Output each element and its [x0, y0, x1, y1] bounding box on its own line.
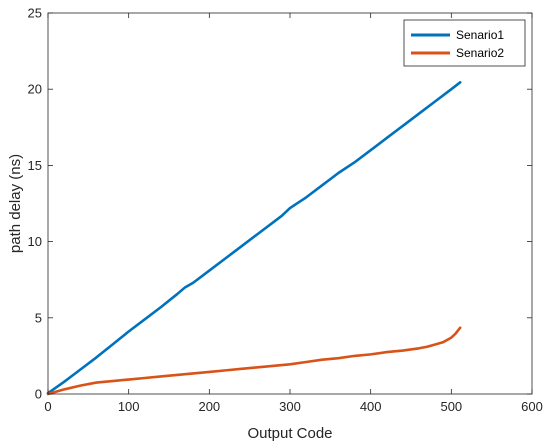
x-tick-label: 100	[118, 399, 140, 414]
y-tick-label: 10	[28, 234, 42, 249]
series-line-senario2	[46, 326, 462, 396]
ticks-layer: 0 100 200 300 400 500 600 0 5 10 15 20 25	[28, 6, 543, 415]
x-tick-label: 600	[521, 399, 543, 414]
series-line-senario1	[46, 81, 462, 395]
legend-label-senario2: Senario2	[456, 46, 504, 60]
y-axis-label: path delay (ns)	[7, 154, 24, 253]
x-tick-label: 500	[440, 399, 462, 414]
y-tick-label: 0	[35, 387, 42, 402]
y-tick-label: 25	[28, 6, 42, 21]
x-axis-label: Output Code	[247, 425, 332, 442]
y-tick-label: 5	[35, 310, 42, 325]
y-tick-label: 20	[28, 82, 42, 97]
legend-box	[403, 19, 526, 67]
x-tick-label: 300	[279, 399, 301, 414]
x-tick-label: 0	[44, 399, 51, 414]
x-tick-label: 200	[198, 399, 220, 414]
x-tick-label: 400	[360, 399, 382, 414]
series-layer	[46, 81, 462, 396]
legend: Senario1 Senario2	[403, 19, 526, 67]
legend-label-senario1: Senario1	[456, 28, 504, 42]
y-tick-label: 15	[28, 158, 42, 173]
